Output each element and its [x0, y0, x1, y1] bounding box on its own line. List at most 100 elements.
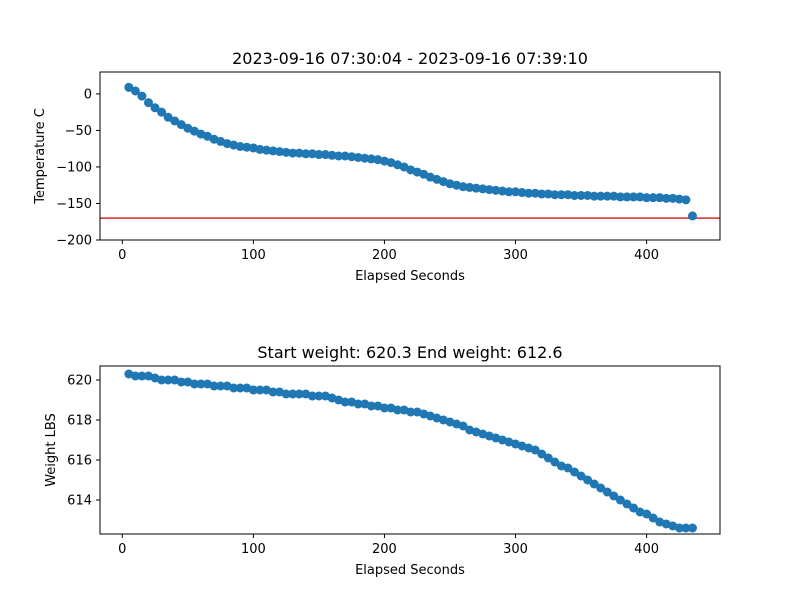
- temperature-x-tick-label: 200: [372, 248, 397, 263]
- temperature-data-point: [655, 193, 665, 203]
- weight-data-point: [622, 499, 632, 509]
- weight-chart-marks: [124, 369, 697, 533]
- temperature-data-point: [648, 193, 658, 203]
- weight-y-axis-label: Weight LBS: [44, 413, 59, 487]
- temperature-data-point: [314, 150, 324, 160]
- temperature-data-point: [687, 211, 697, 221]
- temperature-data-point: [170, 116, 180, 126]
- weight-x-tick-label: 200: [372, 542, 397, 557]
- temperature-data-point: [130, 86, 140, 96]
- weight-data-point: [379, 403, 389, 413]
- temperature-data-point: [674, 194, 684, 204]
- temperature-data-point: [543, 189, 553, 199]
- temperature-data-point: [517, 188, 527, 198]
- weight-data-point: [353, 399, 363, 409]
- temperature-data-point: [143, 98, 153, 108]
- temperature-data-point: [301, 149, 311, 159]
- temperature-chart-marks: [100, 82, 720, 221]
- weight-y-tick-label: 620: [67, 374, 92, 389]
- weight-data-point: [393, 405, 403, 415]
- temperature-data-point: [334, 151, 344, 161]
- weight-chart-title: Start weight: 620.3 End weight: 612.6: [257, 343, 562, 362]
- temperature-data-point: [661, 193, 671, 203]
- temperature-chart-title: 2023-09-16 07:30:04 - 2023-09-16 07:39:1…: [232, 49, 588, 68]
- weight-data-point: [314, 391, 324, 401]
- temperature-data-point: [340, 151, 350, 161]
- weight-x-axis-label: Elapsed Seconds: [355, 563, 465, 578]
- weight-y-tick-label: 618: [67, 414, 92, 429]
- weight-data-point: [255, 385, 265, 395]
- temperature-data-point: [491, 185, 501, 195]
- temperature-data-point: [628, 192, 638, 202]
- temperature-data-point: [550, 190, 560, 200]
- weight-data-point: [196, 379, 206, 389]
- weight-data-point: [235, 383, 245, 393]
- weight-data-point: [216, 381, 226, 391]
- temperature-data-point: [366, 154, 376, 164]
- weight-data-point: [130, 371, 140, 381]
- temperature-plot-area: [100, 82, 720, 221]
- temperature-data-point: [583, 190, 593, 200]
- temperature-data-point: [615, 192, 625, 202]
- temperature-x-tick-label: 400: [634, 248, 659, 263]
- weight-data-point: [406, 407, 416, 417]
- temperature-data-point: [163, 112, 173, 122]
- temperature-data-point: [465, 182, 475, 192]
- temperature-data-point: [124, 82, 134, 92]
- temperature-data-point: [242, 142, 252, 152]
- temperature-x-tick-label: 100: [241, 248, 266, 263]
- temperature-data-point: [635, 192, 645, 202]
- weight-plot-frame: [99, 365, 721, 535]
- temperature-data-point: [576, 190, 586, 200]
- temperature-data-point: [268, 146, 278, 156]
- temperature-data-point: [642, 193, 652, 203]
- temperature-data-point: [261, 145, 271, 155]
- weight-x-tick-label: 0: [118, 542, 126, 557]
- weight-data-point: [458, 421, 468, 431]
- temperature-data-point: [524, 188, 534, 198]
- temperature-data-point: [347, 152, 357, 162]
- weight-x-tick-label: 300: [503, 542, 528, 557]
- weight-data-point: [609, 491, 619, 501]
- temperature-data-point: [327, 150, 337, 160]
- temperature-y-axis-label: Temperature C: [33, 108, 48, 205]
- temperature-data-point: [622, 192, 632, 202]
- temperature-data-point: [478, 184, 488, 194]
- weight-plot-area: [124, 369, 697, 533]
- temperature-data-point: [563, 190, 573, 200]
- temperature-data-point: [157, 107, 167, 117]
- temperature-data-point: [176, 120, 186, 130]
- weight-data-point: [589, 479, 599, 489]
- temperature-data-point: [288, 148, 298, 158]
- temperature-data-point: [681, 195, 691, 205]
- weight-chart: Start weight: 620.3 End weight: 612.6 0 1…: [44, 343, 721, 578]
- weight-data-point: [163, 375, 173, 385]
- temperature-data-point: [596, 191, 606, 201]
- temperature-data-point: [589, 191, 599, 201]
- temperature-y-tick-label: 0: [84, 87, 92, 102]
- temperature-y-tick-label: −150: [56, 197, 92, 212]
- weight-data-point: [642, 509, 652, 519]
- temperature-data-point: [294, 148, 304, 158]
- weight-data-point: [550, 457, 560, 467]
- temperature-data-point: [602, 191, 612, 201]
- weight-y-tick-label: 616: [67, 454, 92, 469]
- weight-data-point: [570, 467, 580, 477]
- weight-data-point: [229, 383, 239, 393]
- weight-data-point: [209, 381, 219, 391]
- weight-data-point: [687, 523, 697, 533]
- temperature-data-point: [320, 150, 330, 160]
- weight-data-point: [596, 483, 606, 493]
- temperature-data-point: [307, 149, 317, 159]
- weight-data-point: [530, 445, 540, 455]
- weight-data-point: [576, 471, 586, 481]
- weight-data-point: [563, 463, 573, 473]
- temperature-plot-frame: [99, 71, 721, 241]
- weight-data-point: [628, 503, 638, 513]
- temperature-data-point: [609, 191, 619, 201]
- weight-data-point: [674, 523, 684, 533]
- weight-data-point: [615, 495, 625, 505]
- temperature-data-point: [504, 187, 514, 197]
